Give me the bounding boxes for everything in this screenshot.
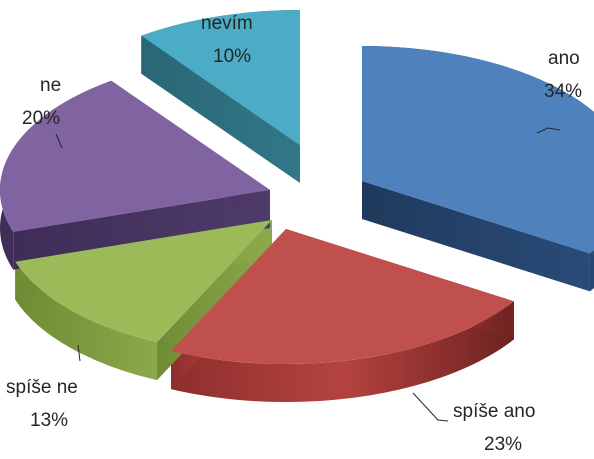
label-spise-ano: spíše ano [453,401,535,422]
value-nevim: 10% [213,46,251,67]
pie-wall-2 [15,261,158,381]
label-ano: ano [548,48,580,69]
pie-slice-nevim [141,10,300,145]
pie-slice-ne [0,80,270,232]
pie-wall-1 [171,301,514,402]
pie-edge-0-1 [362,181,590,292]
pie-edge-4-0 [141,35,300,183]
value-spise-ne: 13% [30,410,68,431]
leader-line-spise-ano [412,392,449,422]
label-spise-ne: spíše ne [6,377,78,398]
label-ne: ne [40,75,61,96]
value-ano: 34% [544,81,582,102]
leader-line-ano [536,127,561,134]
pie-slice-spise-ano [171,229,514,364]
leader-line-ne [55,133,63,149]
pie-slice-spise-ne [15,220,272,343]
value-spise-ano: 23% [484,434,522,455]
leader-line-spise-ne [77,344,81,362]
pie-slice-ano [362,46,594,254]
value-ne: 20% [22,108,60,129]
pie-edge-3-0 [13,190,270,270]
label-nevim: nevím [201,13,253,34]
